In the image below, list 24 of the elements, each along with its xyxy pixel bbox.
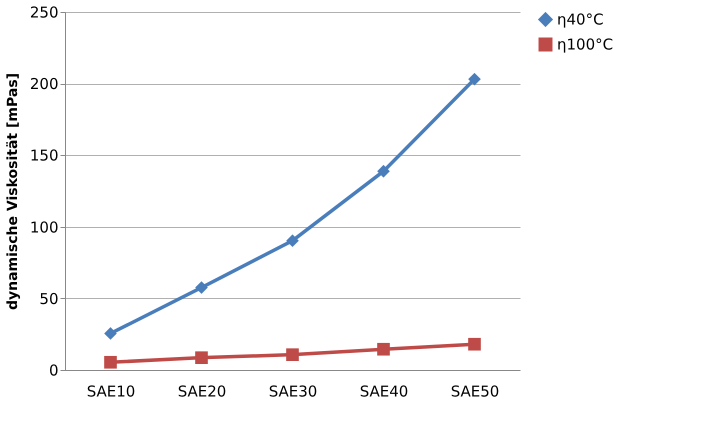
y-tick-label: 100 [30, 218, 58, 236]
legend-label: η40°C [557, 10, 604, 28]
y-tick-label: 150 [30, 146, 58, 165]
point [468, 72, 481, 86]
x-tick-label: SAE50 [450, 382, 500, 400]
y-tick-label: 250 [30, 4, 58, 22]
legend-label: η100°C [557, 36, 614, 54]
point [104, 327, 117, 340]
y-tick-label: 50 [39, 290, 58, 308]
y-axis-title: dynamische Viskosität [mPas] [4, 72, 21, 310]
point [195, 281, 208, 294]
point [286, 234, 299, 248]
x-tick-label: SAE10 [86, 382, 136, 400]
point [377, 164, 390, 178]
x-tick-label: SAE30 [268, 382, 318, 400]
x-tick-label: SAE40 [360, 382, 408, 400]
point [195, 351, 208, 364]
y-tick-label: 0 [48, 362, 58, 380]
x-tick-label: SAE20 [178, 382, 226, 400]
y-tick-label: 200 [30, 75, 58, 94]
point [377, 342, 390, 356]
point [468, 338, 481, 351]
point [286, 348, 299, 361]
point [104, 356, 117, 369]
